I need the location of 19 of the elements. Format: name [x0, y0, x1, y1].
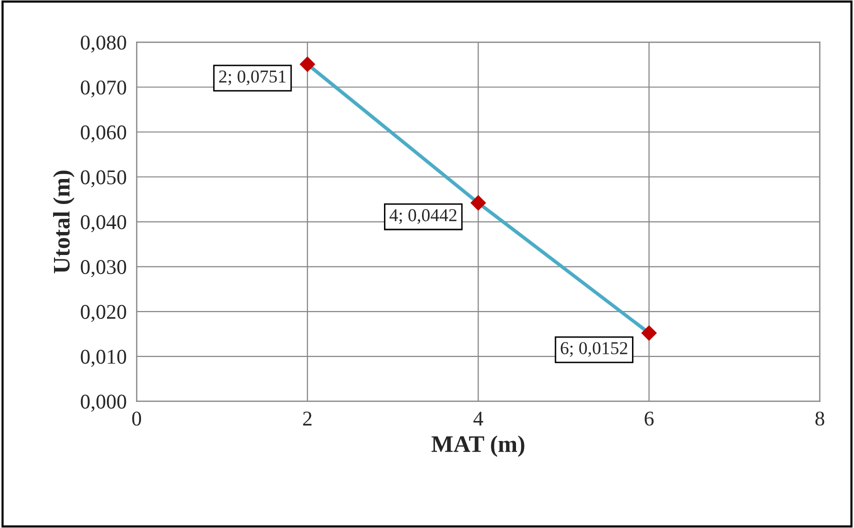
y-tick-label: 0,080	[80, 36, 126, 53]
x-axis-title: MAT (m)	[432, 435, 524, 457]
y-tick-label: 0,020	[80, 304, 126, 322]
y-tick-label: 0,040	[80, 215, 126, 232]
x-tick-label: 8	[815, 412, 824, 426]
y-tick-label: 0,000	[80, 394, 126, 412]
data-label: 2; 0,0751	[219, 70, 286, 86]
y-tick-label: 0,010	[80, 350, 126, 367]
y-axis-title: Utotal (m)	[53, 170, 74, 274]
y-tick-label: 0,030	[80, 260, 126, 278]
data-label: 6; 0,0152	[560, 342, 628, 357]
x-tick-label: 2	[303, 412, 312, 426]
y-tick-label: 0,070	[80, 80, 126, 98]
x-tick-label: 6	[644, 412, 654, 426]
x-tick-label: 4	[473, 412, 484, 426]
x-tick-label: 0	[132, 412, 142, 426]
data-label: 4; 0,0442	[390, 209, 456, 224]
y-tick-label: 0,060	[80, 125, 126, 142]
y-tick-label: 0,050	[80, 170, 126, 188]
